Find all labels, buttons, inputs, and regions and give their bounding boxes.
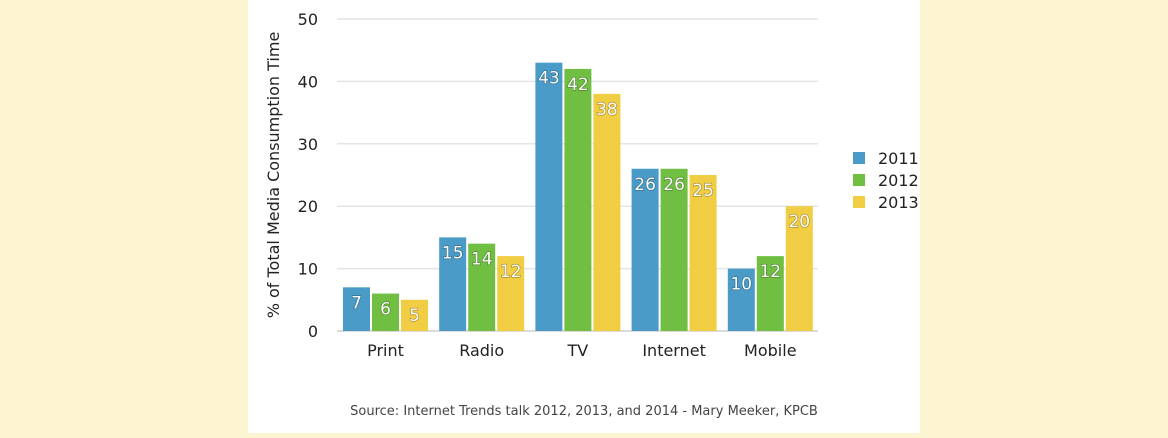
legend-swatch-2013 — [853, 196, 865, 208]
x-tick-label: Internet — [642, 341, 706, 360]
bar-radio-2011 — [439, 237, 467, 331]
bar-internet-2011 — [631, 168, 659, 331]
bar-tv-2012 — [564, 68, 592, 332]
legend-label: 2013 — [878, 193, 919, 212]
bar-tv-2011 — [535, 62, 563, 332]
legend-label: 2011 — [878, 149, 919, 168]
data-label: 38 — [596, 100, 618, 120]
data-label: 42 — [567, 75, 589, 95]
data-label: 12 — [500, 262, 522, 282]
data-label: 7 — [351, 293, 362, 313]
y-tick-label: 50 — [298, 10, 318, 29]
data-label: 25 — [692, 181, 714, 201]
data-label: 10 — [730, 275, 752, 295]
bar-mobile-2013 — [785, 206, 813, 331]
legend-swatch-2011 — [853, 152, 865, 164]
data-label: 5 — [409, 306, 420, 326]
bar-internet-2013 — [689, 175, 717, 331]
y-tick-label: 0 — [308, 322, 318, 341]
x-tick-label: TV — [567, 341, 589, 360]
data-label: 43 — [538, 69, 560, 89]
data-label: 26 — [634, 175, 656, 195]
bar-tv-2013 — [593, 93, 621, 331]
data-label: 15 — [442, 243, 464, 263]
x-tick-label: Mobile — [744, 341, 796, 360]
legend-swatch-2012 — [853, 174, 865, 186]
legend-label: 2012 — [878, 171, 919, 190]
y-tick-label: 20 — [298, 197, 318, 216]
data-label: 14 — [471, 250, 493, 270]
source-note: Source: Internet Trends talk 2012, 2013,… — [350, 404, 818, 419]
data-label: 20 — [788, 212, 810, 232]
bar-radio-2012 — [468, 243, 496, 331]
data-label: 12 — [759, 262, 781, 282]
x-tick-label: Radio — [459, 341, 504, 360]
data-label: 26 — [663, 175, 685, 195]
y-tick-label: 30 — [298, 135, 318, 154]
bar-radio-2013 — [497, 256, 525, 331]
bar-print-2013 — [401, 299, 428, 331]
bar-internet-2012 — [660, 168, 688, 331]
y-axis-label: % of Total Media Consumption Time — [264, 32, 283, 319]
bar-print-2011 — [343, 287, 370, 331]
bar-mobile-2011 — [727, 268, 755, 331]
x-tick-label: Print — [367, 341, 404, 360]
y-tick-label: 40 — [298, 72, 318, 91]
y-tick-label: 10 — [298, 260, 318, 279]
data-label: 6 — [380, 300, 391, 320]
bar-print-2012 — [372, 293, 399, 331]
bar-mobile-2012 — [756, 256, 784, 331]
